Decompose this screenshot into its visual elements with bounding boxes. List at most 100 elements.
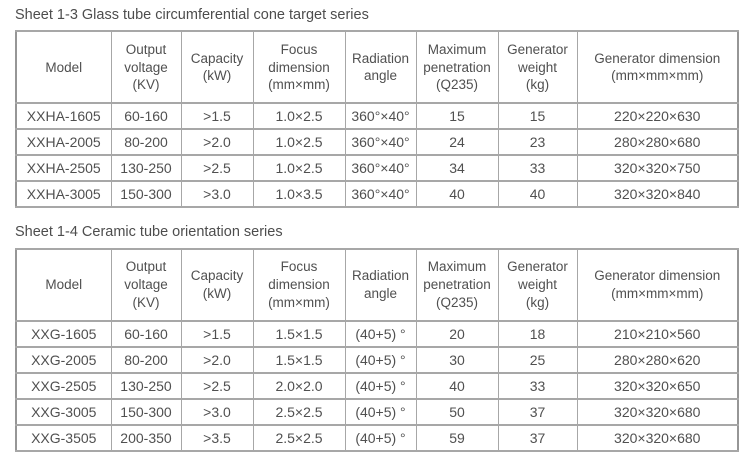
cell-capacity: >1.5 bbox=[180, 319, 254, 348]
column-header-generator-dimension: Generator dimension (mm×mm×mm) bbox=[576, 247, 739, 322]
cell-generator-dimension: 220×220×630 bbox=[576, 102, 739, 131]
column-header-focus-dimension: Focus dimension (mm×mm) bbox=[252, 30, 346, 105]
cell-radiation-angle: 360°×40° bbox=[344, 102, 417, 131]
column-header-model: Model bbox=[15, 247, 112, 322]
cell-generator-weight: 37 bbox=[497, 423, 578, 452]
cell-radiation-angle: 360°×40° bbox=[344, 180, 417, 209]
cell-focus-dimension: 2.5×2.5 bbox=[252, 397, 346, 426]
cell-model: XXG-1605 bbox=[15, 319, 112, 348]
cell-capacity: >3.0 bbox=[180, 397, 254, 426]
cell-capacity: >2.5 bbox=[180, 154, 254, 183]
cell-maximum-penetration: 34 bbox=[415, 154, 499, 183]
column-header-generator-dimension: Generator dimension (mm×mm×mm) bbox=[576, 30, 739, 105]
cell-focus-dimension: 1.0×2.5 bbox=[252, 128, 346, 157]
cell-model: XXHA-1605 bbox=[15, 102, 112, 131]
column-header-capacity: Capacity (kW) bbox=[180, 247, 254, 322]
column-header-generator-weight: Generator weight (kg) bbox=[497, 247, 578, 322]
cell-output-voltage: 150-300 bbox=[110, 397, 182, 426]
column-header-output-voltage: Output voltage (KV) bbox=[110, 30, 182, 105]
cell-capacity: >2.0 bbox=[180, 345, 254, 374]
table-section-sheet-1-3: Sheet 1-3 Glass tube circumferential con… bbox=[15, 7, 739, 209]
cell-radiation-angle: (40+5) ° bbox=[344, 345, 417, 374]
cell-capacity: >3.0 bbox=[180, 180, 254, 209]
column-header-maximum-penetration: Maximum penetration (Q235) bbox=[415, 30, 499, 105]
cell-generator-dimension: 320×320×680 bbox=[576, 423, 739, 452]
cell-capacity: >2.0 bbox=[180, 128, 254, 157]
cell-output-voltage: 130-250 bbox=[110, 154, 182, 183]
cell-generator-dimension: 320×320×840 bbox=[576, 180, 739, 209]
table-row: XXG-3005 150-300 >3.0 2.5×2.5 (40+5) ° 50 37 32… bbox=[15, 397, 739, 426]
cell-model: XXHA-3005 bbox=[15, 180, 112, 209]
cell-model: XXG-3005 bbox=[15, 397, 112, 426]
cell-generator-weight: 33 bbox=[497, 154, 578, 183]
cell-radiation-angle: (40+5) ° bbox=[344, 397, 417, 426]
cell-generator-weight: 33 bbox=[497, 371, 578, 400]
cell-radiation-angle: 360°×40° bbox=[344, 128, 417, 157]
sheet-1-3-title: Sheet 1-3 Glass tube circumferential con… bbox=[15, 7, 369, 23]
table-section-sheet-1-4: Sheet 1-4 Ceramic tube orientation serie… bbox=[15, 224, 739, 452]
cell-maximum-penetration: 50 bbox=[415, 397, 499, 426]
header-row: Model Output voltage (KV) Capacity (kW) Foc… bbox=[15, 247, 739, 322]
table-row: XXG-3505 200-350 >3.5 2.5×2.5 (40+5) ° 59 37 32… bbox=[15, 423, 739, 452]
cell-generator-weight: 40 bbox=[497, 180, 578, 209]
cell-capacity: >1.5 bbox=[180, 102, 254, 131]
cell-focus-dimension: 1.5×1.5 bbox=[252, 345, 346, 374]
table-row: XXG-1605 60-160 >1.5 1.5×1.5 (40+5) ° 20 18 210… bbox=[15, 319, 739, 348]
cell-output-voltage: 150-300 bbox=[110, 180, 182, 209]
cell-capacity: >3.5 bbox=[180, 423, 254, 452]
cell-generator-dimension: 280×280×620 bbox=[576, 345, 739, 374]
table-row: XXG-2005 80-200 >2.0 1.5×1.5 (40+5) ° 30 25 280… bbox=[15, 345, 739, 374]
column-header-capacity: Capacity (kW) bbox=[180, 30, 254, 105]
column-header-maximum-penetration: Maximum penetration (Q235) bbox=[415, 247, 499, 322]
cell-generator-weight: 15 bbox=[497, 102, 578, 131]
cell-generator-dimension: 280×280×680 bbox=[576, 128, 739, 157]
cell-focus-dimension: 1.0×2.5 bbox=[252, 154, 346, 183]
cell-radiation-angle: (40+5) ° bbox=[344, 371, 417, 400]
column-header-focus-dimension: Focus dimension (mm×mm) bbox=[252, 247, 346, 322]
column-header-output-voltage: Output voltage (KV) bbox=[110, 247, 182, 322]
cell-generator-dimension: 320×320×680 bbox=[576, 397, 739, 426]
sheet-1-4-title: Sheet 1-4 Ceramic tube orientation serie… bbox=[15, 224, 283, 241]
column-header-radiation-angle: Radiation angle bbox=[344, 247, 417, 322]
table-row: XXHA-2505 130-250 >2.5 1.0×2.5 360°×40° 34 33 3… bbox=[15, 154, 739, 183]
table-row: XXHA-1605 60-160 >1.5 1.0×2.5 360°×40° 15 15 22… bbox=[15, 102, 739, 131]
cell-focus-dimension: 2.5×2.5 bbox=[252, 423, 346, 452]
table-row: XXG-2505 130-250 >2.5 2.0×2.0 (40+5) ° 40 33 32… bbox=[15, 371, 739, 400]
sheet-1-3-table: Model Output voltage (KV) Capacity (kW) Foc… bbox=[15, 30, 739, 209]
cell-model: XXHA-2005 bbox=[15, 128, 112, 157]
cell-radiation-angle: (40+5) ° bbox=[344, 319, 417, 348]
cell-focus-dimension: 2.0×2.0 bbox=[252, 371, 346, 400]
cell-output-voltage: 80-200 bbox=[110, 345, 182, 374]
cell-capacity: >2.5 bbox=[180, 371, 254, 400]
cell-focus-dimension: 1.5×1.5 bbox=[252, 319, 346, 348]
header-row: Model Output voltage (KV) Capacity (kW) Foc… bbox=[15, 30, 739, 105]
cell-model: XXHA-2505 bbox=[15, 154, 112, 183]
cell-output-voltage: 80-200 bbox=[110, 128, 182, 157]
cell-generator-dimension: 210×210×560 bbox=[576, 319, 739, 348]
cell-generator-weight: 23 bbox=[497, 128, 578, 157]
table-row: XXHA-2005 80-200 >2.0 1.0×2.5 360°×40° 24 23 28… bbox=[15, 128, 739, 157]
column-header-generator-weight: Generator weight (kg) bbox=[497, 30, 578, 105]
cell-output-voltage: 60-160 bbox=[110, 319, 182, 348]
table-row: XXHA-3005 150-300 >3.0 1.0×3.5 360°×40° 40 40 3… bbox=[15, 180, 739, 209]
cell-generator-dimension: 320×320×650 bbox=[576, 371, 739, 400]
cell-maximum-penetration: 40 bbox=[415, 180, 499, 209]
cell-focus-dimension: 1.0×3.5 bbox=[252, 180, 346, 209]
cell-maximum-penetration: 30 bbox=[415, 345, 499, 374]
cell-model: XXG-2505 bbox=[15, 371, 112, 400]
cell-radiation-angle: 360°×40° bbox=[344, 154, 417, 183]
cell-radiation-angle: (40+5) ° bbox=[344, 423, 417, 452]
cell-focus-dimension: 1.0×2.5 bbox=[252, 102, 346, 131]
cell-output-voltage: 60-160 bbox=[110, 102, 182, 131]
cell-generator-weight: 25 bbox=[497, 345, 578, 374]
sheet-1-4-table: Model Output voltage (KV) Capacity (kW) Foc… bbox=[15, 247, 739, 452]
cell-maximum-penetration: 15 bbox=[415, 102, 499, 131]
cell-generator-dimension: 320×320×750 bbox=[576, 154, 739, 183]
cell-model: XXG-2005 bbox=[15, 345, 112, 374]
cell-output-voltage: 200-350 bbox=[110, 423, 182, 452]
cell-generator-weight: 18 bbox=[497, 319, 578, 348]
cell-maximum-penetration: 59 bbox=[415, 423, 499, 452]
cell-maximum-penetration: 24 bbox=[415, 128, 499, 157]
cell-maximum-penetration: 40 bbox=[415, 371, 499, 400]
